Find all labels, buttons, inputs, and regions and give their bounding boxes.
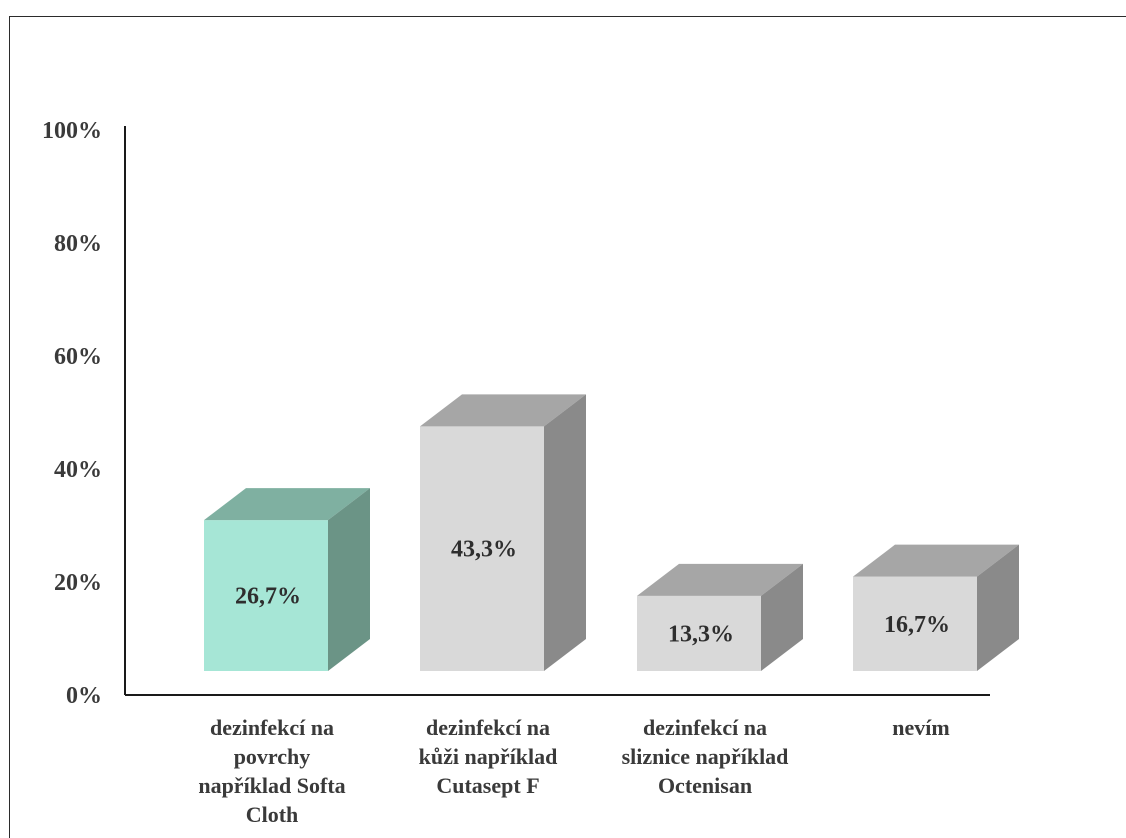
bar-front: [853, 576, 977, 671]
category-label-line: dezinfekcí na: [643, 715, 767, 740]
category-label-line: například Softa: [198, 773, 345, 798]
y-tick-label: 100%: [42, 118, 102, 144]
bar-front: [420, 426, 544, 671]
axes: [124, 126, 990, 696]
category-label-line: sliznice například: [622, 744, 789, 769]
bar: 43,3%: [420, 394, 586, 671]
category-labels: dezinfekcí na povrchy například Softa Cloth…: [198, 715, 949, 827]
y-tick-label: 0%: [66, 683, 102, 709]
category-label-line: kůži například: [419, 744, 558, 769]
category-label: dezinfekcí na kůži například Cutasept F: [419, 715, 558, 798]
category-label: dezinfekcí na sliznice například Octenisan: [622, 715, 789, 798]
bar-front: [204, 520, 328, 671]
category-label: dezinfekcí na povrchy například Softa Cloth: [198, 715, 345, 827]
category-label-line: nevím: [892, 715, 949, 740]
bar-top: [420, 394, 586, 427]
y-tick-label: 60%: [54, 344, 102, 370]
data-label: 26,7%: [235, 584, 301, 610]
bars: 26,7% 43,3% 13,3% 16,7%: [204, 394, 1019, 671]
bar: 16,7%: [853, 544, 1019, 671]
category-label-line: dezinfekcí na: [426, 715, 550, 740]
y-tick-label: 40%: [54, 457, 102, 483]
data-label: 43,3%: [451, 537, 517, 563]
bar-side: [761, 563, 803, 671]
bar-top: [637, 563, 803, 596]
category-label-line: Octenisan: [658, 773, 752, 798]
bar: 13,3%: [637, 563, 803, 671]
bar: 26,7%: [204, 488, 370, 671]
bar-side: [977, 544, 1019, 671]
category-label-line: dezinfekcí na: [210, 715, 334, 740]
bar-side: [544, 394, 586, 671]
y-axis-ticks: 0% 20% 40% 60% 80% 100%: [42, 118, 102, 709]
bar-top: [204, 488, 370, 521]
category-label-line: Cloth: [246, 802, 299, 827]
bar-side: [328, 488, 370, 671]
category-label-line: povrchy: [234, 744, 311, 769]
chart-frame: [9, 16, 1126, 838]
bar-front: [637, 595, 761, 671]
data-label: 13,3%: [668, 621, 734, 647]
bar-top: [853, 544, 1019, 577]
data-label: 16,7%: [884, 612, 950, 638]
y-tick-label: 80%: [54, 231, 102, 257]
category-label: nevím: [892, 715, 949, 740]
category-label-line: Cutasept F: [436, 773, 539, 798]
y-tick-label: 20%: [54, 570, 102, 596]
